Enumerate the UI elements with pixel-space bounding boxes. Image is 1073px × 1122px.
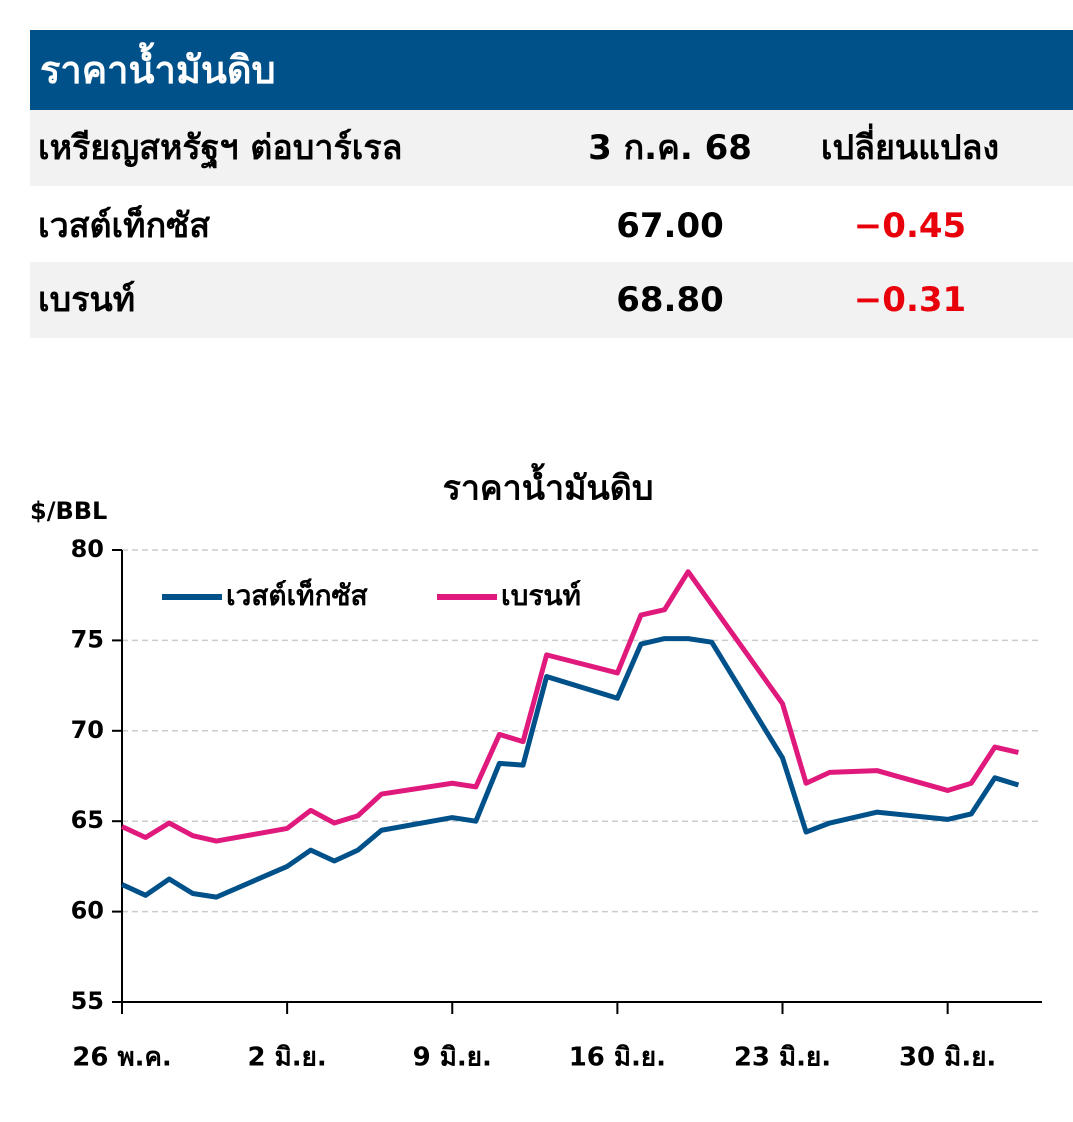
x-tick-label: 9 มิ.ย. xyxy=(413,1043,492,1073)
cell: 67.00 xyxy=(616,206,724,246)
y-tick-label: 75 xyxy=(71,625,104,653)
table-title: ราคาน้ำมันดิบ xyxy=(30,30,1073,110)
y-tick-label: 80 xyxy=(71,535,104,563)
table-row: เวสต์เท็กซัส 67.00 −0.45 xyxy=(30,188,1073,264)
y-tick-label: 60 xyxy=(71,897,104,925)
x-tick-label: 16 มิ.ย. xyxy=(569,1043,666,1073)
x-tick-label: 2 มิ.ย. xyxy=(247,1043,326,1073)
header-cell: เหรียญสหรัฐฯ ต่อบาร์เรล xyxy=(38,128,403,168)
legend-label: เวสต์เท็กซัส xyxy=(226,578,369,612)
line xyxy=(120,569,1019,844)
cell: −0.31 xyxy=(853,280,967,320)
cell: −0.45 xyxy=(853,206,967,246)
legend-label: เบรนท์ xyxy=(501,579,581,612)
cell: 68.80 xyxy=(616,280,724,320)
cell: เวสต์เท็กซัส xyxy=(38,206,210,246)
cell: เบรนท์ xyxy=(38,280,136,320)
x-tick-label: 30 มิ.ย. xyxy=(899,1043,996,1073)
table-header: เหรียญสหรัฐฯ ต่อบาร์เรล 3 ก.ค. 68 เปลี่ย… xyxy=(30,110,1073,186)
y-tick-label: 65 xyxy=(71,806,104,834)
x-tick-label: 23 มิ.ย. xyxy=(734,1043,831,1073)
x-tick-label: 26 พ.ค. xyxy=(72,1043,172,1073)
y-axis-label: $/BBL xyxy=(30,497,107,525)
header-cell: 3 ก.ค. 68 xyxy=(588,128,752,168)
y-tick-label: 70 xyxy=(71,716,104,744)
line xyxy=(120,636,1020,900)
header-cell: เปลี่ยนแปลง xyxy=(820,128,1000,168)
y-tick-label: 55 xyxy=(71,987,104,1015)
chart-title: ราคาน้ำมันดิบ xyxy=(443,463,654,509)
table-row: เบรนท์ 68.80 −0.31 xyxy=(30,262,1073,338)
